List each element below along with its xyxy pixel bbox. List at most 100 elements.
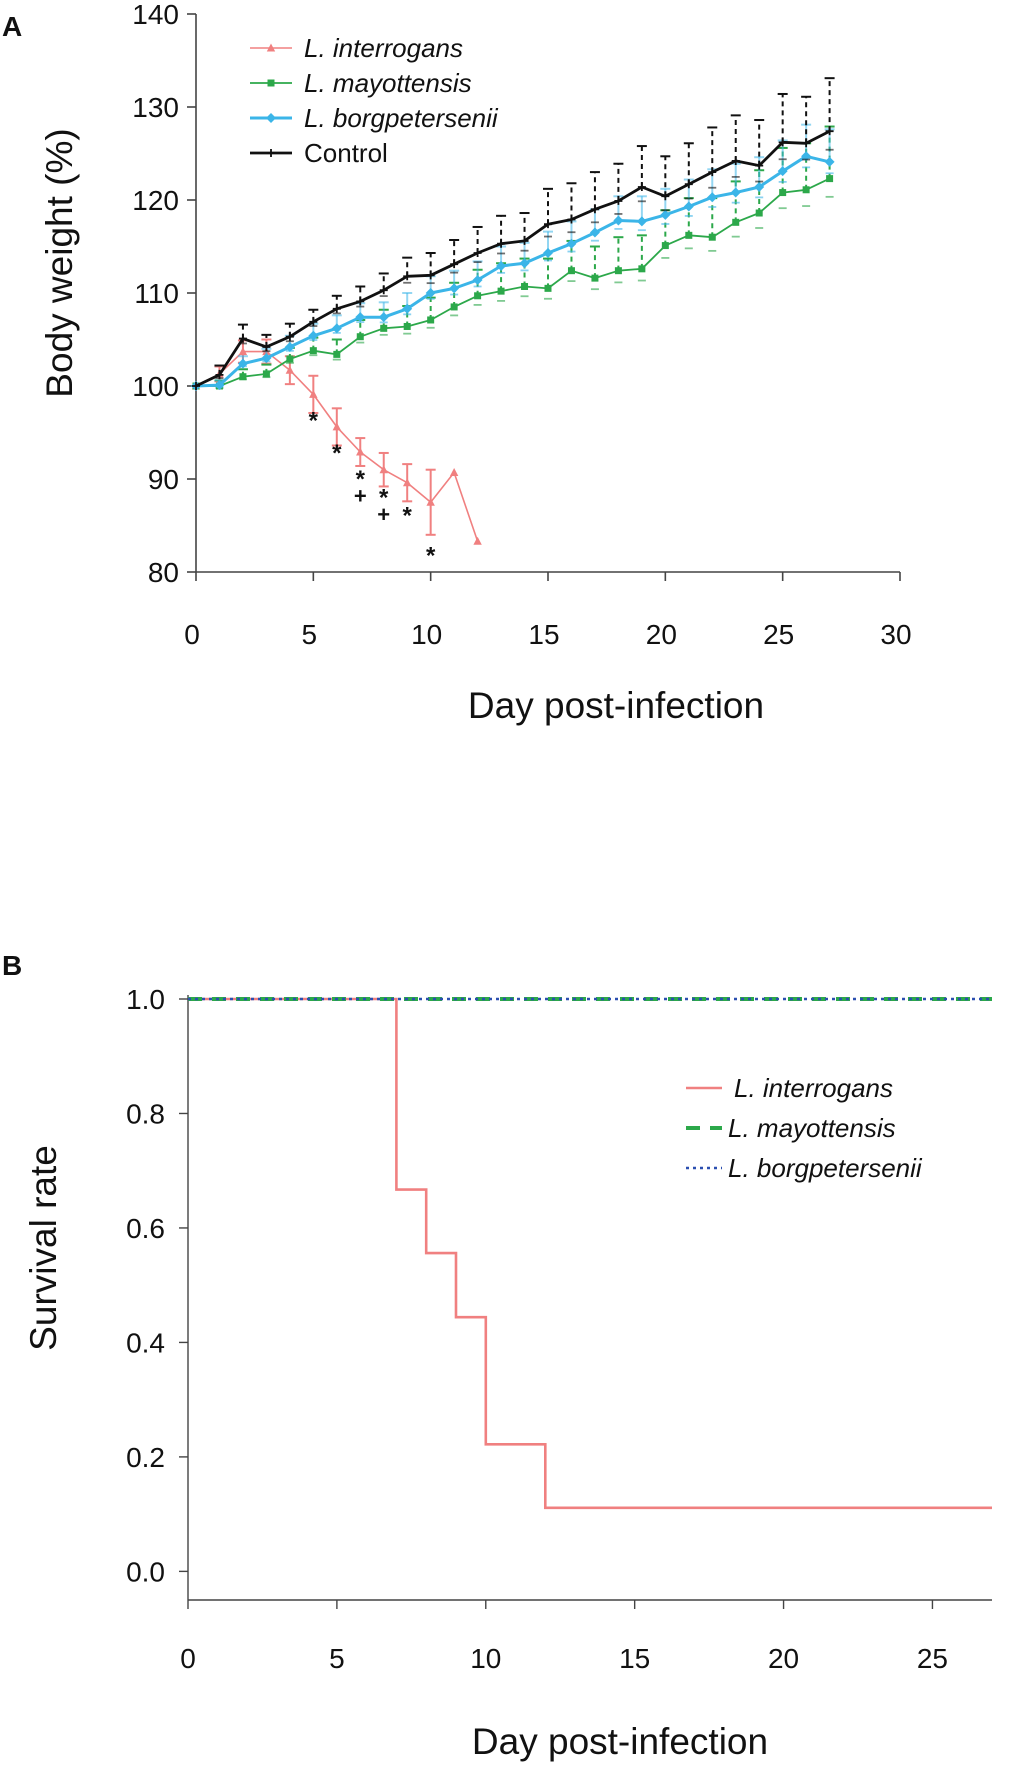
series-line xyxy=(196,177,830,387)
data-point xyxy=(239,373,247,381)
legend-item-l-interrogans: L. interrogans xyxy=(250,33,463,63)
data-point xyxy=(497,287,505,295)
data-point xyxy=(567,215,576,224)
data-point xyxy=(238,334,247,343)
legend-label: L. borgpetersenii xyxy=(304,103,499,133)
data-point xyxy=(497,239,506,248)
data-point xyxy=(308,330,319,341)
data-point xyxy=(449,283,460,294)
data-point xyxy=(755,161,764,170)
data-point xyxy=(380,324,388,332)
data-point xyxy=(519,258,530,269)
data-point xyxy=(825,127,834,136)
data-point xyxy=(521,282,529,290)
series-l-borgpetersenii xyxy=(191,123,835,391)
panel-b-x-axis-title: Day post-infection xyxy=(472,1721,768,1762)
series-line xyxy=(195,154,830,388)
panel-a-annotations: ***+ *+ ** xyxy=(309,408,436,570)
legend-marker xyxy=(266,43,276,52)
data-point xyxy=(262,370,270,378)
data-point xyxy=(356,297,365,306)
data-point xyxy=(309,389,318,398)
series-line xyxy=(195,129,831,388)
data-point xyxy=(638,265,646,273)
data-point xyxy=(472,274,483,285)
data-point xyxy=(826,175,834,183)
data-point xyxy=(732,218,740,226)
data-point xyxy=(660,209,671,220)
data-point xyxy=(402,303,413,314)
panel-b-y-tick-label: 1.0 xyxy=(126,984,165,1015)
legend-item-l-mayottensis: L. mayottensis xyxy=(686,1113,896,1143)
legend-label: L. mayottensis xyxy=(304,68,472,98)
data-point xyxy=(261,353,272,364)
panel-b-x-tick-label: 10 xyxy=(470,1643,501,1674)
significance-mark: * xyxy=(426,542,436,569)
data-point xyxy=(730,187,741,198)
data-point xyxy=(332,422,341,431)
data-point xyxy=(473,249,482,258)
data-point xyxy=(450,303,458,311)
data-point xyxy=(403,478,412,487)
data-point xyxy=(566,238,577,249)
panel-b-legend: L. interrogans L. mayottensis L. borgpeter… xyxy=(686,1073,923,1183)
data-point xyxy=(708,168,717,177)
data-point xyxy=(544,284,552,292)
panel-b-y-axis-title: Survival rate xyxy=(23,1145,64,1351)
data-point xyxy=(285,332,294,341)
legend-label: Control xyxy=(304,138,388,168)
legend-item-l-interrogans: L. interrogans xyxy=(686,1073,893,1103)
panel-a-x-tick-label: 15 xyxy=(528,619,559,650)
survival-l-interrogans xyxy=(188,997,992,1510)
data-point xyxy=(379,465,388,474)
panel-a-y-tick-label: 90 xyxy=(148,464,179,495)
data-point xyxy=(237,358,248,369)
data-point xyxy=(238,347,248,356)
data-point xyxy=(544,220,552,229)
panel-a-legend: L. interrogans L. mayottensis L. borgpeter… xyxy=(250,33,499,168)
legend-marker xyxy=(267,149,275,157)
panel-b-x-tick-label: 20 xyxy=(768,1643,799,1674)
data-point xyxy=(309,317,318,326)
panel-a-x-tick-label: 25 xyxy=(763,619,794,650)
data-point xyxy=(520,236,529,245)
data-point xyxy=(426,271,435,280)
data-point xyxy=(591,274,599,282)
legend-item-l-borgpetersenii: L. borgpetersenii xyxy=(686,1153,923,1183)
data-point xyxy=(473,536,482,545)
data-point xyxy=(285,365,295,374)
legend-item-control: Control xyxy=(250,138,388,168)
data-point xyxy=(378,312,389,323)
panel-a-y-tick-label: 130 xyxy=(132,92,179,123)
panel-a-y-tick-label: 100 xyxy=(132,371,179,402)
data-point xyxy=(309,347,317,355)
data-point xyxy=(684,180,693,189)
data-point xyxy=(403,322,411,330)
panel-a-x-tick-label: 20 xyxy=(646,619,677,650)
data-point xyxy=(192,382,200,390)
panel-b-x-tick-label: 5 xyxy=(329,1643,345,1674)
legend-label: L. interrogans xyxy=(304,33,463,63)
data-point xyxy=(356,447,365,456)
significance-mark: * xyxy=(332,440,342,467)
data-point xyxy=(543,248,553,259)
panel-a-x-tick-label: 10 xyxy=(411,619,442,650)
data-point xyxy=(590,205,599,214)
data-point xyxy=(426,497,435,506)
significance-mark: * xyxy=(379,485,389,512)
data-point xyxy=(777,166,788,177)
data-point xyxy=(215,370,224,379)
data-point xyxy=(754,181,765,192)
panel-b-x-tick-label: 25 xyxy=(917,1643,948,1674)
data-point xyxy=(567,267,575,275)
data-point xyxy=(449,467,459,476)
significance-mark: * xyxy=(403,502,413,529)
panel-b-y-tick-label: 0.0 xyxy=(126,1556,165,1587)
legend-label: L. borgpetersenii xyxy=(728,1153,923,1183)
panel-a: A 80 90 100 110 120 130 140 0 5 10 15 20 25 30 Day pos… xyxy=(2,0,912,726)
data-point xyxy=(286,355,294,363)
data-point xyxy=(779,189,787,197)
panel-a-x-tick-label: 0 xyxy=(184,619,200,650)
panel-letter-a: A xyxy=(2,11,22,42)
data-point xyxy=(685,231,693,239)
